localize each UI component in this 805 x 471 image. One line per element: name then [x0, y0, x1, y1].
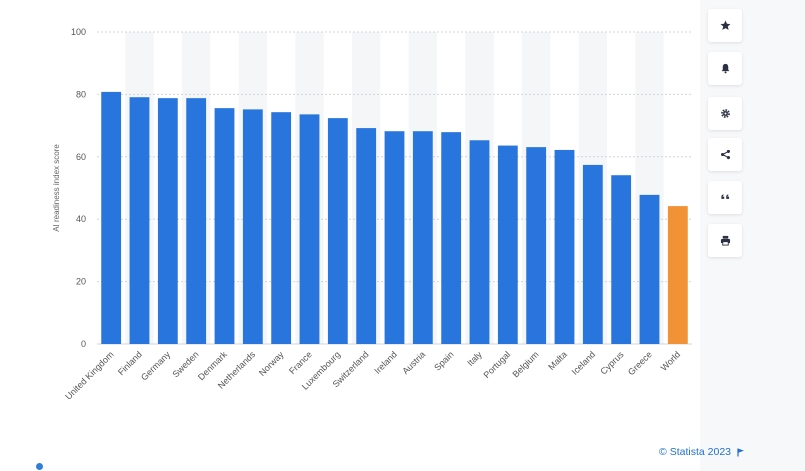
share-button[interactable]	[708, 138, 742, 171]
x-tick-label: Iceland	[570, 349, 598, 377]
bar	[667, 206, 688, 344]
print-icon	[720, 235, 730, 246]
bar	[554, 149, 575, 344]
bar	[327, 118, 348, 344]
x-tick-label: Norway	[257, 349, 286, 378]
y-tick-label: 100	[71, 27, 86, 37]
notification-button[interactable]	[708, 52, 742, 85]
bar	[639, 194, 660, 344]
y-tick-label: 60	[76, 152, 86, 162]
favorite-button[interactable]	[708, 9, 742, 42]
x-tick-label: Ireland	[372, 349, 399, 376]
print-button[interactable]	[708, 224, 742, 257]
bar	[271, 112, 292, 345]
x-tick-label: Germany	[139, 349, 173, 383]
x-tick-label: Cyprus	[598, 349, 626, 377]
bell-icon	[721, 63, 729, 74]
x-tick-label: Greece	[626, 349, 654, 377]
y-tick-label: 40	[76, 214, 86, 224]
chart-canvas: 0 20 40 60 80 100 AI readiness index score Unit…	[52, 27, 692, 402]
y-tick-label: 20	[76, 277, 86, 287]
flag-icon	[737, 448, 744, 456]
statista-credit[interactable]: © Statista 2023	[659, 446, 745, 458]
x-tick-label: Italy	[465, 349, 484, 368]
x-tick-label: France	[287, 349, 314, 376]
x-tick-label: Spain	[432, 349, 455, 372]
bar	[441, 132, 462, 344]
star-icon	[720, 20, 730, 30]
cite-button[interactable]	[708, 181, 742, 214]
y-tick-label: 80	[76, 89, 86, 99]
quote-icon	[720, 194, 729, 199]
bar	[497, 145, 518, 344]
bar	[186, 98, 207, 344]
x-tick-label: Portugal	[481, 349, 512, 380]
bar-chart: 0 20 40 60 80 100 AI readiness index score Unit…	[52, 27, 692, 402]
x-tick-label: Belgium	[511, 349, 541, 379]
bar	[469, 140, 490, 344]
bar	[157, 98, 178, 344]
y-tick-label: 0	[81, 339, 86, 349]
credit-text[interactable]: © Statista 2023	[659, 446, 731, 458]
share-icon	[720, 149, 730, 160]
bar	[611, 175, 632, 344]
bar	[526, 147, 547, 344]
settings-button[interactable]	[708, 97, 742, 130]
info-dot	[36, 463, 43, 470]
x-tick-label: World	[659, 349, 683, 373]
bar	[299, 114, 320, 344]
y-axis-title: AI readiness index score	[52, 144, 61, 232]
bar	[384, 131, 405, 344]
bar	[214, 108, 235, 345]
gear-icon	[720, 109, 730, 118]
bar	[582, 164, 603, 344]
bar	[101, 91, 122, 345]
x-tick-label: Austria	[400, 349, 427, 376]
bar	[412, 131, 433, 344]
bar	[356, 128, 377, 344]
bar	[129, 97, 150, 344]
x-tick-label: Finland	[116, 349, 144, 377]
x-tick-label: United Kingdom	[63, 349, 115, 401]
bar	[242, 109, 263, 344]
x-tick-label: Malta	[546, 349, 569, 372]
